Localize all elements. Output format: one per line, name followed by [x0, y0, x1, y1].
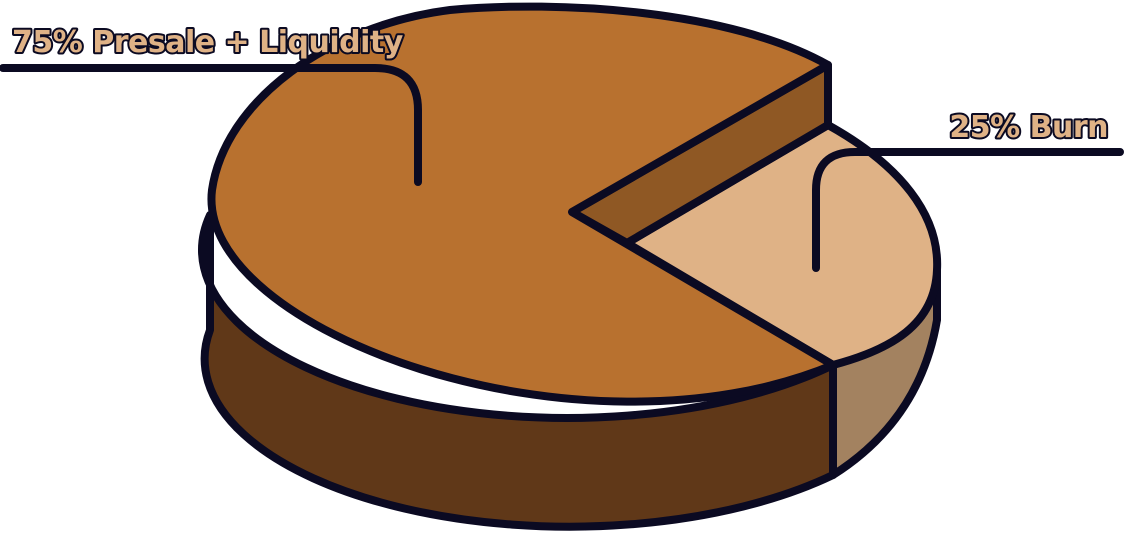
- slice-burn: [623, 121, 942, 369]
- pie-tops: [207, 2, 942, 406]
- leader-line-presale-liquidity: [0, 64, 422, 186]
- leader-line-burn: [812, 148, 1124, 272]
- label-burn: 25% Burn: [949, 110, 1108, 145]
- label-presale-liquidity: 75% Presale + Liquidity: [12, 25, 404, 60]
- slice-presale-liquidity: [207, 2, 837, 406]
